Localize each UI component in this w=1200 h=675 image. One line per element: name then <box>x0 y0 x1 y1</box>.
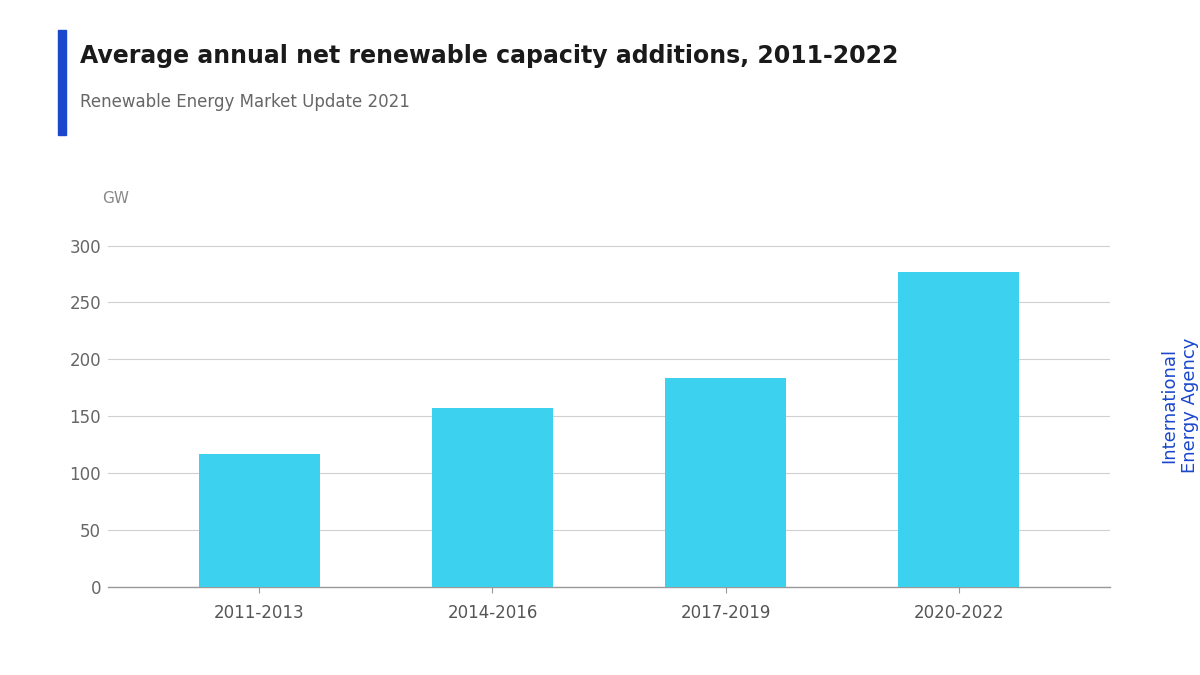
Text: GW: GW <box>102 191 130 206</box>
Bar <box>665 378 786 587</box>
Bar <box>432 408 553 587</box>
Text: International
Energy Agency: International Energy Agency <box>1160 338 1199 472</box>
Bar <box>898 272 1019 587</box>
Bar <box>199 454 320 587</box>
Text: Renewable Energy Market Update 2021: Renewable Energy Market Update 2021 <box>80 93 410 111</box>
Text: Average annual net renewable capacity additions, 2011-2022: Average annual net renewable capacity ad… <box>80 44 899 68</box>
